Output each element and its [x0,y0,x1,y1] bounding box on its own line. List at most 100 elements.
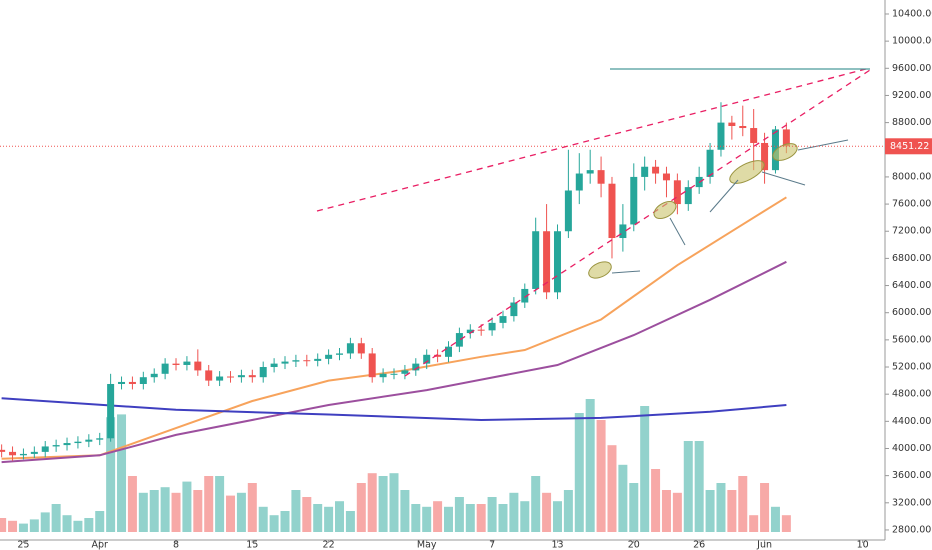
volume-bar [476,504,486,532]
candle-body [74,441,82,444]
x-tick-label: 13 [551,540,563,550]
candle-body [630,176,638,225]
candle-body [423,354,431,364]
candle-body [19,453,27,456]
candle-body [390,373,398,375]
x-tick-label: 15 [246,540,258,550]
candle-body [684,187,692,205]
volume-bar [400,490,410,532]
candle-body [412,363,420,371]
candle-body [205,370,213,381]
volume-bar [749,515,759,532]
volume-bar [95,511,105,532]
volume-bar [51,504,61,532]
volume-bar [520,501,530,532]
candle-body [641,166,649,177]
volume-bar [62,515,72,532]
y-tick-label: 8800.00 [892,117,931,128]
volume-bar [335,501,345,532]
y-tick-label: 6800.00 [892,253,931,264]
volume-bar [661,490,671,532]
candle-body [281,361,289,364]
volume-bar [378,476,388,532]
volume-bar [760,483,770,532]
candle-body [237,375,245,378]
volume-bar [356,483,366,532]
volume-bar [509,492,519,532]
candle-body [194,361,202,371]
arrow [669,217,686,246]
y-tick-label: 4000.00 [892,443,931,454]
volume-bar [465,504,475,532]
x-tick-label: 7 [489,540,495,550]
y-tick-label: 4400.00 [892,416,931,427]
volume-bar [291,490,301,532]
y-tick-label: 2800.00 [892,524,931,535]
volume-bar [411,504,421,532]
y-tick-label: 4800.00 [892,389,931,400]
volume-bar [651,469,661,532]
y-tick-label: 5200.00 [892,362,931,373]
moving-average-layer [1,196,787,464]
x-tick-label: 22 [323,540,335,550]
candle-body [314,358,322,361]
candle-body [564,190,572,232]
volume-bar [596,420,606,532]
candle-body [553,231,561,293]
volume-bar [193,490,203,532]
candle-body [107,383,115,439]
y-tick-label: 7600.00 [892,199,931,210]
candle-body [673,180,681,205]
y-tick-label: 6400.00 [892,280,931,291]
candle-body [118,381,126,384]
volume-bar [8,520,18,532]
volume-bar [138,492,148,532]
axes: 2800.00 3200.00 3600.00 4000.00 4400.00 4800.… [0,8,932,550]
volume-bar [563,490,573,532]
candle-body [303,360,311,362]
x-tick-label: 8 [173,540,179,550]
candle-body [357,343,365,354]
candle-body [488,322,496,331]
volume-bar [269,515,279,532]
highlight [653,200,677,220]
candle-body [466,329,474,334]
volume-bar [683,441,693,532]
volume-bar [149,490,159,532]
volume-bar [552,501,562,532]
candle-body [96,438,104,440]
candle-body [52,445,60,447]
candle-body [292,360,300,362]
volume-bar [389,473,399,532]
volume-bar [705,490,715,532]
volume-bar [226,495,236,532]
y-tick-label: 6000.00 [892,307,931,318]
candle-body [717,122,725,150]
candle-body [161,363,169,374]
volume-bar [781,515,791,532]
y-tick-label: 3200.00 [892,497,931,508]
candle-body [227,376,235,378]
volume-bar [716,483,726,532]
volume-bar [574,413,584,532]
candle-body [216,376,224,381]
candle-body [619,224,627,239]
candle-body [597,170,605,184]
candle-body [336,353,344,355]
y-tick-label: 7200.00 [892,226,931,237]
volume-layer [0,399,791,532]
candle-body [128,381,136,384]
candle-body [586,170,594,174]
volume-bar [727,490,737,532]
volume-bar [694,441,704,532]
candle-body [325,354,333,359]
volume-bar [585,399,595,532]
candle-body [63,443,71,446]
last-price-label: 8451.22 [890,141,929,152]
x-tick-label: 20 [628,540,640,550]
wedge-upper [316,67,871,212]
candle-body [575,173,583,191]
candle-body [510,302,518,317]
candle-body [728,122,736,127]
